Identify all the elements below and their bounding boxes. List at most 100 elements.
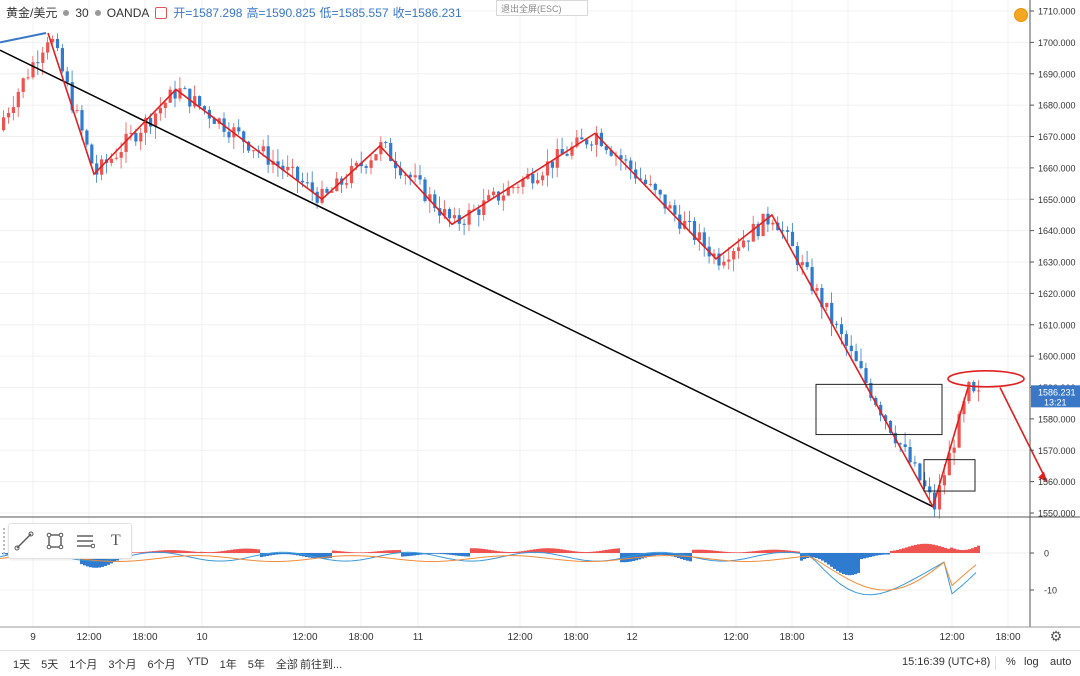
- macd-histogram-bar: [635, 553, 638, 560]
- fib-tool-icon[interactable]: [73, 529, 97, 553]
- macd-histogram-bar: [650, 553, 653, 556]
- candle-up: [698, 232, 701, 240]
- candle-up: [825, 303, 828, 307]
- candle-down: [673, 205, 676, 214]
- candle-up: [943, 475, 946, 485]
- candle-up: [41, 53, 44, 63]
- macd-histogram-bar: [854, 553, 857, 574]
- auto-scale-toggle[interactable]: auto: [1050, 656, 1071, 668]
- price-tick-label: 1630.000: [1038, 258, 1076, 268]
- macd-histogram-bar: [218, 551, 221, 553]
- macd-histogram-bar: [872, 553, 875, 556]
- candle-up: [953, 448, 956, 453]
- macd-histogram-bar: [665, 553, 668, 555]
- macd-histogram-bar: [842, 553, 845, 574]
- macd-histogram-bar: [950, 548, 953, 553]
- candle-up: [752, 224, 755, 242]
- macd-histogram-bar: [377, 551, 380, 553]
- macd-histogram-bar: [140, 552, 143, 553]
- range-1m-button[interactable]: 1个月: [69, 656, 97, 672]
- candle-down: [325, 189, 328, 193]
- macd-histogram-bar: [881, 553, 884, 555]
- rectangle-tool-icon[interactable]: [43, 529, 67, 553]
- candle-down: [463, 224, 466, 225]
- settings-gear-icon[interactable]: ⚙: [1048, 628, 1064, 644]
- macd-histogram-bar: [869, 553, 872, 557]
- candle-down: [448, 209, 451, 218]
- bottom-status-bar: 1天 5天 1个月 3个月 6个月 YTD 1年 5年 全部 前往到... 15…: [0, 650, 1080, 676]
- candle-up: [815, 288, 818, 291]
- alert-clock-icon[interactable]: [1014, 8, 1028, 22]
- candle-down: [227, 132, 230, 138]
- macd-histogram-bar: [749, 552, 752, 553]
- macd-histogram-bar: [176, 550, 179, 553]
- macd-histogram-bar: [578, 552, 581, 553]
- macd-histogram-bar: [137, 552, 140, 553]
- macd-histogram-bar: [767, 550, 770, 553]
- time-tick-label: 9: [30, 632, 36, 643]
- candle-down: [913, 462, 916, 463]
- price-tick-label: 1600.000: [1038, 352, 1076, 362]
- macd-histogram-bar: [581, 552, 584, 553]
- exit-fullscreen-button[interactable]: 退出全屏(ESC): [496, 0, 588, 16]
- macd-histogram-bar: [947, 549, 950, 553]
- range-3m-button[interactable]: 3个月: [108, 656, 136, 672]
- candle-up: [7, 113, 10, 117]
- current-price-value: 1586.231: [1038, 387, 1076, 397]
- drawing-overlays: [0, 33, 1047, 507]
- macd-histogram-bar: [347, 552, 350, 553]
- macd-histogram-bar: [659, 553, 662, 555]
- macd-histogram-bar: [857, 553, 860, 573]
- macd-histogram-bar: [353, 552, 356, 553]
- macd-histogram-bar: [182, 551, 185, 553]
- candle-down: [423, 179, 426, 201]
- range-1y-button[interactable]: 1年: [220, 656, 237, 672]
- range-1d-button[interactable]: 1天: [13, 656, 30, 672]
- macd-histogram-bar: [905, 547, 908, 553]
- line-tool-icon[interactable]: [12, 529, 36, 553]
- candle-down: [531, 174, 534, 183]
- candle-down: [183, 88, 186, 89]
- text-tool-icon[interactable]: T: [104, 529, 128, 553]
- candle-down: [90, 145, 93, 164]
- close-value: 收=1586.231: [393, 4, 462, 21]
- range-5y-button[interactable]: 5年: [248, 656, 265, 672]
- interval-label[interactable]: 30: [75, 6, 88, 20]
- macd-histogram-bar: [764, 550, 767, 553]
- candle-up: [252, 150, 255, 151]
- visibility-icon[interactable]: [155, 7, 167, 19]
- candle-up: [801, 262, 804, 265]
- goto-date-button[interactable]: 前往到...: [300, 656, 342, 672]
- log-scale-toggle[interactable]: log: [1024, 656, 1039, 668]
- range-ytd-button[interactable]: YTD: [187, 656, 209, 672]
- candle-up: [110, 159, 113, 163]
- macd-histogram-bar: [704, 550, 707, 553]
- macd-histogram-bar: [446, 553, 449, 554]
- range-6m-button[interactable]: 6个月: [148, 656, 176, 672]
- macd-histogram-bar: [368, 552, 371, 553]
- macd-histogram-bar: [134, 552, 137, 553]
- time-tick-label: 12: [626, 632, 638, 643]
- candle-down: [918, 463, 921, 480]
- macd-histogram-bar: [914, 545, 917, 553]
- candle-down: [36, 62, 39, 63]
- chart-grid: [0, 0, 1030, 627]
- price-chart[interactable]: 0-10 1710.0001700.0001690.0001680.000167…: [0, 0, 1080, 650]
- macd-histogram-bar: [452, 553, 455, 555]
- range-5d-button[interactable]: 5天: [41, 656, 58, 672]
- range-all-button[interactable]: 全部: [276, 656, 298, 672]
- drag-grip-icon[interactable]: [3, 528, 9, 554]
- macd-histogram-bar: [584, 552, 587, 553]
- macd-histogram-bar: [944, 548, 947, 553]
- divider: [995, 656, 996, 670]
- candle-down: [850, 346, 853, 351]
- percent-scale-toggle[interactable]: %: [1006, 656, 1016, 668]
- macd-histogram-bar: [701, 550, 704, 553]
- macd-histogram-bar: [917, 544, 920, 553]
- macd-histogram-bar: [185, 551, 188, 553]
- time-tick-label: 12:00: [723, 632, 748, 643]
- symbol-name[interactable]: 黄金/美元: [6, 4, 57, 21]
- macd-histogram-bar: [923, 544, 926, 553]
- candle-down: [301, 181, 304, 183]
- macd-histogram-bar: [896, 550, 899, 553]
